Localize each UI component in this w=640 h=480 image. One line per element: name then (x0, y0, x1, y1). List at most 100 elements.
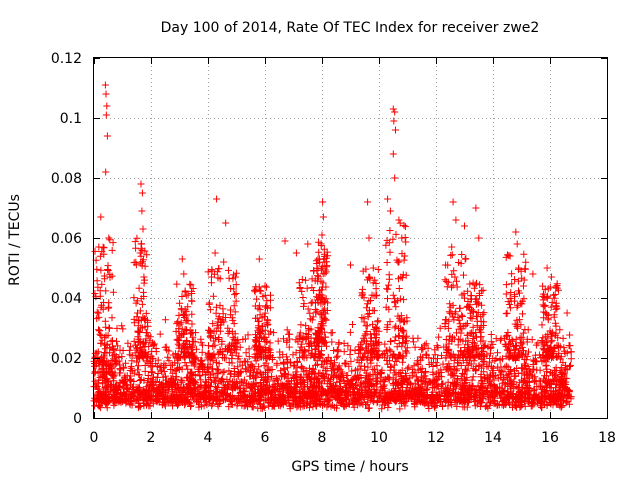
data-point (181, 311, 188, 319)
data-point (187, 281, 195, 289)
data-point (222, 354, 230, 362)
data-point (265, 345, 273, 353)
data-point (138, 300, 146, 308)
data-point (256, 392, 264, 400)
data-point (91, 362, 99, 370)
data-point (475, 389, 483, 397)
data-point (283, 353, 291, 361)
data-point (211, 376, 219, 384)
data-point (371, 366, 378, 374)
data-point (553, 282, 561, 289)
x-tick-label: 0 (90, 430, 99, 446)
data-point (389, 105, 397, 113)
data-point (367, 346, 375, 354)
data-point (255, 363, 263, 371)
data-point (431, 351, 439, 359)
data-point (213, 195, 221, 203)
data-point (314, 293, 322, 301)
data-point (321, 269, 329, 277)
data-point (382, 303, 390, 311)
data-point (448, 389, 456, 397)
data-point (515, 316, 523, 324)
data-point (542, 362, 550, 370)
data-point (102, 111, 110, 119)
data-point (321, 305, 329, 313)
data-point (252, 379, 260, 387)
data-point (280, 386, 287, 394)
data-point (529, 361, 537, 368)
data-point (471, 393, 479, 401)
data-point (395, 216, 403, 224)
data-point (417, 377, 425, 385)
data-point (428, 391, 436, 398)
data-point (391, 174, 399, 182)
data-point (425, 405, 433, 412)
data-point (123, 372, 131, 380)
data-point (257, 287, 265, 295)
x-tick-label: 16 (541, 430, 559, 446)
data-point (137, 252, 145, 260)
data-point (118, 322, 126, 330)
data-point (149, 341, 157, 349)
data-point (286, 405, 294, 413)
data-point (372, 334, 380, 341)
data-point (285, 343, 293, 351)
data-point (308, 298, 316, 306)
data-point (502, 310, 510, 318)
data-point (323, 370, 331, 378)
data-point (506, 301, 513, 308)
data-point (547, 330, 555, 338)
data-point (483, 362, 491, 370)
data-point (275, 394, 283, 401)
grid-layer (94, 58, 607, 418)
data-point (108, 272, 116, 280)
data-point (302, 330, 310, 337)
data-point (143, 400, 151, 408)
data-point (397, 352, 405, 360)
data-point (350, 403, 358, 411)
data-point (315, 343, 323, 350)
data-point (490, 382, 498, 390)
data-point (360, 395, 368, 403)
data-point (464, 331, 472, 339)
data-point (463, 320, 471, 327)
data-point (429, 379, 437, 387)
data-point (257, 370, 265, 378)
data-point (105, 234, 113, 242)
data-point (310, 267, 317, 275)
data-point (178, 330, 186, 337)
data-point (261, 282, 269, 290)
data-point (281, 237, 289, 245)
data-point (216, 275, 224, 283)
data-point (300, 346, 308, 354)
data-point (147, 363, 155, 371)
data-point (552, 400, 560, 408)
data-point (291, 383, 299, 391)
data-point (133, 297, 141, 305)
data-point (292, 396, 300, 404)
data-point (547, 384, 555, 392)
data-point (501, 381, 509, 389)
data-point (318, 231, 326, 239)
data-point (551, 319, 559, 327)
data-point (96, 330, 104, 338)
data-point (452, 216, 460, 224)
data-point (134, 366, 142, 374)
data-point (390, 361, 398, 369)
data-point (345, 385, 353, 393)
data-point (261, 375, 269, 383)
data-point (529, 399, 536, 406)
data-point (366, 274, 374, 282)
data-point (384, 295, 391, 303)
data-point (552, 322, 560, 330)
data-point (326, 357, 334, 364)
data-point (135, 362, 142, 370)
data-point (364, 310, 372, 318)
data-point (540, 302, 548, 310)
data-point (293, 371, 301, 379)
data-point (175, 354, 183, 362)
data-point (177, 319, 185, 327)
data-point (146, 387, 153, 394)
data-point (447, 251, 455, 259)
data-point (296, 284, 304, 291)
